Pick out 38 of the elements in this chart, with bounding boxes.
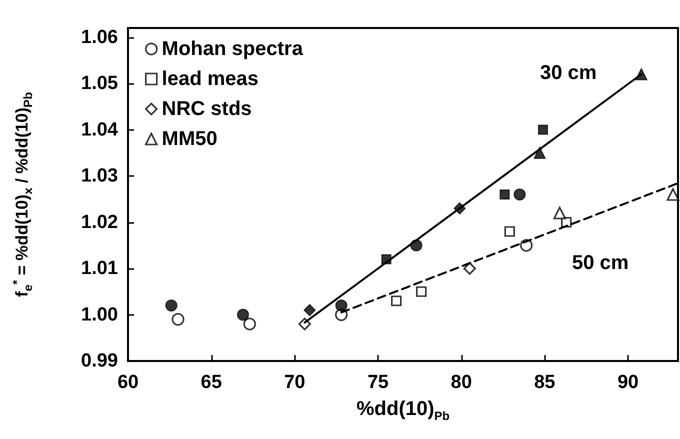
y-tick-label: 1.06	[81, 26, 118, 48]
y-tick-label: 1.05	[81, 73, 118, 94]
x-tick-label: 65	[200, 372, 222, 393]
point	[514, 188, 526, 200]
legend-label: lead meas	[162, 68, 259, 90]
x-tick-label: 70	[284, 372, 306, 393]
point	[504, 226, 515, 237]
x-tick-label: 75	[367, 372, 389, 393]
y-tick-label: 1.00	[81, 304, 118, 326]
point	[243, 318, 256, 330]
point	[534, 146, 546, 159]
point	[553, 206, 566, 220]
legend-label: Mohan spectra	[162, 38, 304, 60]
annotation: 50 cm	[572, 252, 629, 275]
x-tick-label: 80	[450, 372, 472, 393]
point	[165, 300, 178, 312]
x-tick-label: 60	[117, 372, 139, 393]
point	[500, 190, 510, 200]
point	[463, 262, 476, 275]
point	[538, 124, 548, 135]
point	[304, 304, 316, 316]
legend-label: NRC stds	[162, 98, 252, 120]
y-tick-label: 1.04	[81, 119, 118, 140]
y-tick-label: 0.99	[81, 350, 118, 372]
x-tick-label: 90	[617, 372, 639, 393]
annotation: 30 cm	[540, 62, 597, 85]
point	[391, 296, 402, 306]
y-tick-label: 1.01	[81, 258, 118, 279]
point	[335, 300, 348, 312]
point	[416, 286, 427, 297]
x-tick-label: 85	[534, 372, 556, 393]
point	[172, 313, 184, 326]
x-axis-title: %dd(10)$_{Pb}$	[356, 398, 450, 423]
point	[237, 308, 249, 321]
point	[666, 188, 680, 201]
y-tick-label: 1.03	[81, 166, 118, 186]
y-tick-label: 1.02	[81, 212, 118, 233]
legend-label: MM50	[162, 128, 218, 150]
